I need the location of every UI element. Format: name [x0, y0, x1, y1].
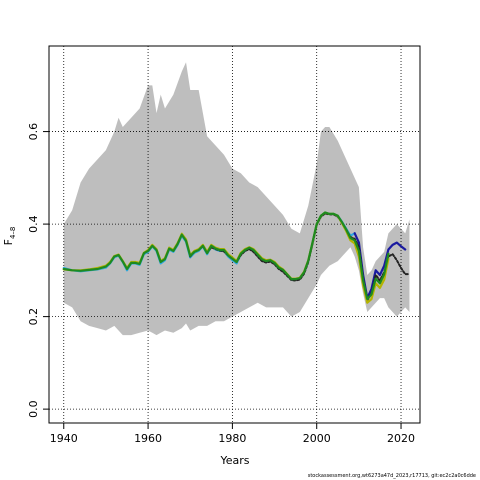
y-tick-label: 0.6 [27, 123, 40, 141]
confidence-band-layer [63, 62, 410, 336]
y-axis: 0.0 0.2 0.4 0.6 [27, 123, 49, 418]
x-tick-label: 2020 [387, 432, 415, 445]
series-layer [62, 211, 411, 304]
y-axis-title-subscript: 4–8 [9, 227, 17, 239]
confidence-band [63, 62, 410, 336]
y-tick-label: 0.0 [27, 400, 40, 418]
x-tick-label: 1980 [218, 432, 246, 445]
y-tick-label: 0.2 [27, 308, 40, 326]
plot-frame [48, 45, 421, 424]
y-tick-label: 0.4 [27, 215, 40, 233]
y-axis-title: F4–8 [2, 227, 17, 246]
x-axis: 1940 1960 1980 2000 2020 [50, 423, 415, 445]
series-line-5 [62, 211, 390, 301]
y-axis-title-main: F [2, 239, 15, 245]
grid-layer [49, 46, 420, 423]
x-axis-title: Years [219, 454, 249, 467]
x-tick-label: 1940 [50, 432, 78, 445]
x-tick-label: 1960 [134, 432, 162, 445]
footer-text: stockassessment.org,wt6273a47d_2023,r177… [308, 473, 476, 479]
x-tick-label: 2000 [303, 432, 331, 445]
